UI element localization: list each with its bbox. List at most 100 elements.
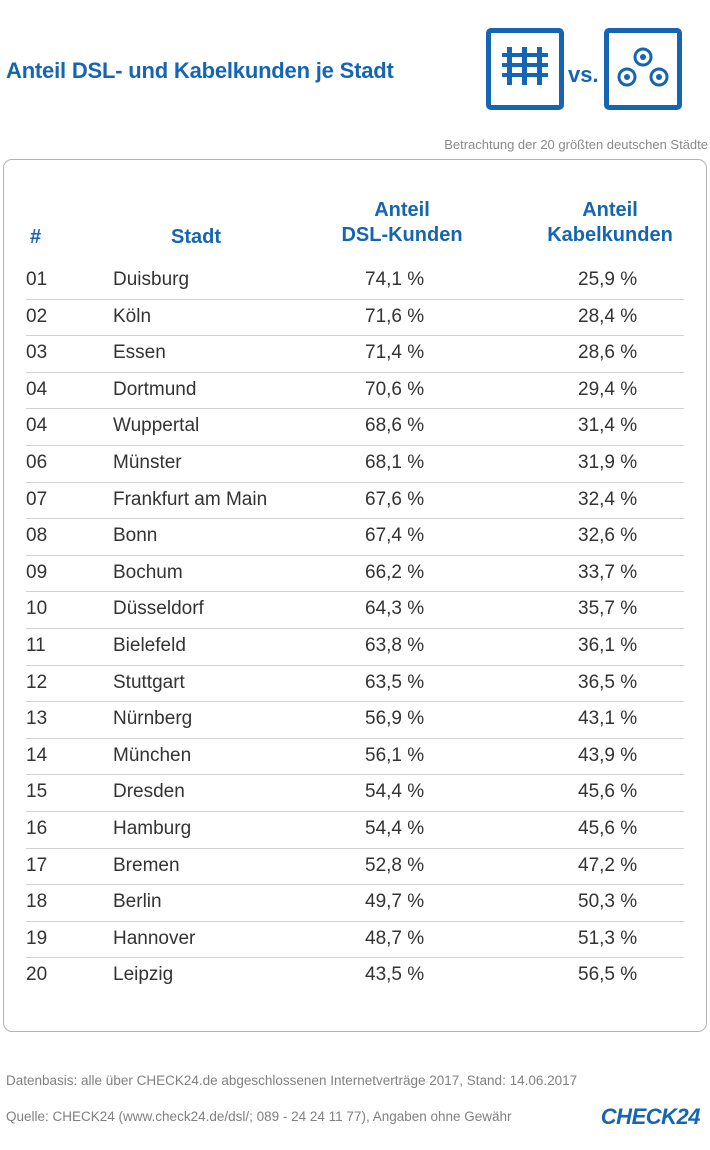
dsl-share-cell: 70,6 % (365, 378, 425, 400)
cable-share-cell: 28,4 % (578, 305, 638, 327)
city-cell: Duisburg (113, 269, 190, 290)
cable-socket-icon (604, 28, 682, 110)
rank-cell: 17 (26, 854, 48, 876)
city-cell: Bochum (113, 561, 183, 583)
cable-share-cell: 31,9 % (578, 451, 638, 473)
city-cell: Hannover (113, 927, 196, 949)
table-row: 15 Dresden 54,4 % 45,6 % (26, 775, 684, 812)
header-dsl-share: Anteil DSL-Kunden (331, 198, 473, 248)
table-row: 08 Bonn 67,4 % 32,6 % (26, 519, 684, 556)
city-cell: Hamburg (113, 817, 192, 839)
dsl-share-cell: 48,7 % (365, 927, 425, 949)
cable-share-cell: 29,4 % (578, 378, 638, 400)
table-row: 03 Essen 71,4 % 28,6 % (26, 336, 684, 373)
table-row: 04 Wuppertal 68,6 % 31,4 % (26, 409, 684, 446)
rank-cell: 10 (26, 598, 48, 620)
rank-cell: 20 (26, 964, 48, 986)
dsl-share-cell: 64,3 % (365, 598, 425, 620)
rank-cell: 04 (26, 415, 48, 437)
cable-share-cell: 45,6 % (578, 781, 638, 803)
cable-share-cell: 36,1 % (578, 634, 638, 656)
table-row: 14 München 56,1 % 43,9 % (26, 739, 684, 776)
cable-share-cell: 47,2 % (578, 854, 638, 876)
cable-share-cell: 50,3 % (578, 891, 638, 913)
subtitle: Betrachtung der 20 größten deutschen Stä… (444, 137, 708, 152)
dsl-share-cell: 71,6 % (365, 305, 425, 327)
header-cable-share: Anteil Kabelkunden (536, 198, 684, 248)
city-cell: Düsseldorf (113, 598, 204, 620)
cable-share-cell: 33,7 % (578, 561, 638, 583)
rank-cell: 01 (26, 269, 48, 290)
city-cell: Essen (113, 342, 166, 364)
dsl-share-cell: 52,8 % (365, 854, 425, 876)
rank-cell: 18 (26, 891, 48, 913)
city-cell: Münster (113, 451, 182, 473)
cable-share-cell: 28,6 % (578, 342, 638, 364)
table-row: 09 Bochum 66,2 % 33,7 % (26, 556, 684, 593)
rank-cell: 19 (26, 927, 48, 949)
table-row: 13 Nürnberg 56,9 % 43,1 % (26, 702, 684, 739)
city-cell: Dresden (113, 781, 185, 803)
table-row: 06 Münster 68,1 % 31,9 % (26, 446, 684, 483)
dsl-share-cell: 54,4 % (365, 781, 425, 803)
header-city: Stadt (171, 226, 221, 248)
city-cell: Berlin (113, 891, 162, 913)
rank-cell: 13 (26, 708, 48, 730)
city-cell: Wuppertal (113, 415, 200, 437)
table-row: 11 Bielefeld 63,8 % 36,1 % (26, 629, 684, 666)
rank-cell: 07 (26, 488, 48, 510)
dsl-share-cell: 67,4 % (365, 525, 425, 547)
cable-share-cell: 36,5 % (578, 671, 638, 693)
table-row: 10 Düsseldorf 64,3 % 35,7 % (26, 592, 684, 629)
city-cell: Leipzig (113, 964, 174, 986)
dsl-share-cell: 56,9 % (365, 708, 425, 730)
city-cell: Frankfurt am Main (113, 488, 268, 510)
table-row: 01 Duisburg 74,1 % 25,9 % (26, 263, 684, 300)
table-row: 18 Berlin 49,7 % 50,3 % (26, 885, 684, 922)
dsl-share-cell: 68,1 % (365, 451, 425, 473)
table-row: 07 Frankfurt am Main 67,6 % 32,4 % (26, 483, 684, 520)
header-rank: # (30, 226, 42, 248)
table-row: 04 Dortmund 70,6 % 29,4 % (26, 373, 684, 410)
rank-cell: 06 (26, 451, 48, 473)
cable-share-cell: 31,4 % (578, 415, 638, 437)
header-dsl-line1: Anteil (374, 199, 430, 221)
dsl-share-cell: 49,7 % (365, 891, 425, 913)
table-body: 01 Duisburg 74,1 % 25,9 % 02 Köln 71,6 % 28,4 %… (26, 263, 684, 995)
city-cell: Dortmund (113, 378, 197, 400)
header-cable-line1: Anteil (582, 199, 638, 221)
dsl-share-cell: 66,2 % (365, 561, 425, 583)
rank-cell: 15 (26, 781, 48, 803)
rank-cell: 14 (26, 744, 48, 766)
cable-share-cell: 32,6 % (578, 525, 638, 547)
rank-cell: 02 (26, 305, 48, 327)
dsl-share-cell: 67,6 % (365, 488, 425, 510)
table-row: 19 Hannover 48,7 % 51,3 % (26, 922, 684, 959)
cable-share-cell: 51,3 % (578, 927, 638, 949)
dsl-share-cell: 63,5 % (365, 671, 425, 693)
dsl-socket-icon (486, 28, 564, 110)
dsl-share-cell: 43,5 % (365, 964, 425, 986)
data-basis-note: Datenbasis: alle über CHECK24.de abgesch… (6, 1073, 578, 1088)
cable-share-cell: 56,5 % (578, 964, 638, 986)
cable-share-cell: 43,1 % (578, 708, 638, 730)
brand-logo: CHECK24 (600, 1104, 701, 1129)
city-cell: Bielefeld (113, 634, 186, 656)
table-frame (3, 159, 707, 1032)
cable-share-cell: 43,9 % (578, 744, 638, 766)
table-row: 17 Bremen 52,8 % 47,2 % (26, 849, 684, 886)
dsl-share-cell: 56,1 % (365, 744, 425, 766)
city-cell: Köln (113, 305, 152, 327)
rank-cell: 08 (26, 525, 48, 547)
cable-share-cell: 35,7 % (578, 598, 638, 620)
rank-cell: 04 (26, 378, 48, 400)
dsl-share-cell: 68,6 % (365, 415, 425, 437)
cable-share-cell: 32,4 % (578, 488, 638, 510)
table-row: 20 Leipzig 43,5 % 56,5 % (26, 958, 684, 995)
dsl-share-cell: 54,4 % (365, 817, 425, 839)
table-row: 02 Köln 71,6 % 28,4 % (26, 300, 684, 337)
source-note: Quelle: CHECK24 (www.check24.de/dsl/; 08… (6, 1109, 512, 1124)
versus-label: vs. (568, 62, 599, 87)
table-row: 16 Hamburg 54,4 % 45,6 % (26, 812, 684, 849)
rank-cell: 11 (26, 634, 46, 656)
